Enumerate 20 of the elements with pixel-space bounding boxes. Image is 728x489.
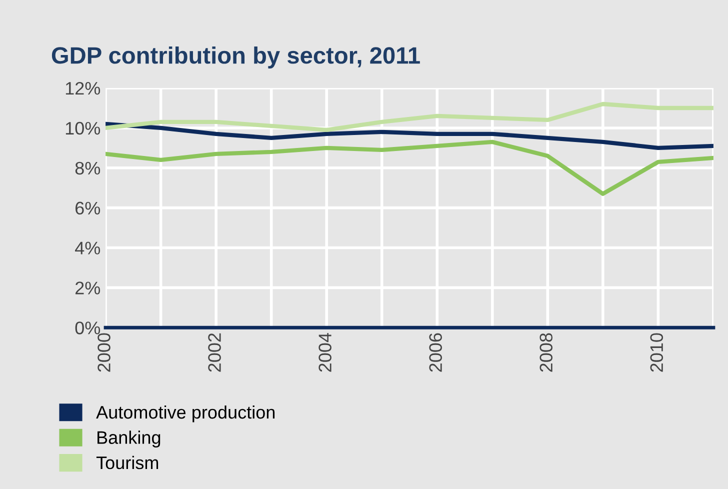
y-tick-label: 6% (76, 202, 100, 215)
line-series (106, 140, 714, 196)
x-tick-label: 2008 (540, 333, 552, 372)
legend-label: Banking (98, 430, 160, 448)
y-tick-label: 0% (75, 322, 100, 334)
x-tick-label: 2006 (429, 333, 442, 372)
x-tick-label: 2000 (98, 333, 110, 372)
y-tick-label: 10% (66, 122, 100, 135)
y-tick-label: 8% (75, 162, 100, 175)
y-tick-label: 12% (66, 82, 100, 95)
legend-label: Automotive production (96, 405, 275, 422)
x-tick-label: 2002 (208, 333, 221, 372)
x-tick-label: 2004 (318, 333, 332, 372)
chart-title: GDP contribution by sector, 2011 (52, 46, 420, 68)
y-tick-label: 2% (76, 282, 100, 294)
line-series (106, 102, 714, 132)
line-series (106, 122, 714, 150)
legend-label: Tourism (96, 456, 158, 470)
y-tick-label: 4% (75, 242, 100, 254)
x-tick-label: 2010 (650, 333, 664, 372)
